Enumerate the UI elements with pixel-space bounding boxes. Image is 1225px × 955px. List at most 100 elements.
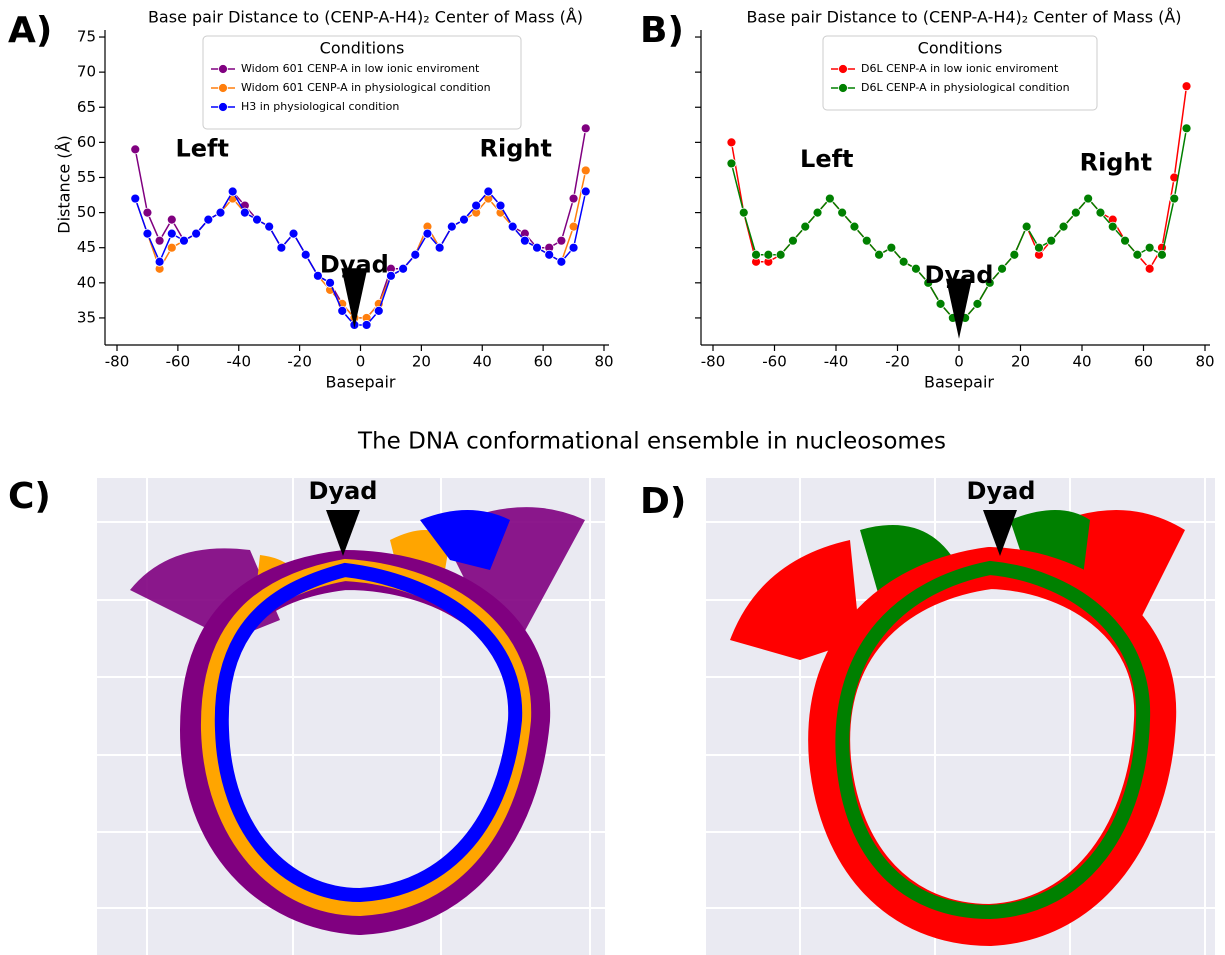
x-tick-label: 80 <box>594 353 613 371</box>
data-point <box>874 249 884 260</box>
data-point <box>886 242 897 253</box>
legend-title: Conditions <box>918 39 1003 58</box>
x-tick-label: 0 <box>954 353 964 371</box>
x-tick-label: 20 <box>1011 353 1030 371</box>
chart-title: Base pair Distance to (CENP-A-H4)₂ Cente… <box>148 8 583 27</box>
subtitle: The DNA conformational ensemble in nucle… <box>357 429 946 455</box>
data-point <box>1181 123 1192 134</box>
x-tick-label: 20 <box>412 353 431 371</box>
y-tick-label: 70 <box>77 63 96 81</box>
x-tick-label: -80 <box>701 353 726 371</box>
data-point <box>410 249 421 260</box>
data-point <box>154 235 165 246</box>
ensemble-image-d: Dyad <box>706 477 1215 955</box>
data-point <box>483 186 494 197</box>
data-point <box>191 228 202 239</box>
data-point <box>276 242 287 253</box>
data-point <box>1046 235 1057 246</box>
data-point <box>824 193 835 204</box>
data-point <box>495 200 506 211</box>
panel-label: C) <box>8 476 51 517</box>
data-point <box>568 193 579 204</box>
data-point <box>179 235 189 246</box>
legend-label: H3 in physiological condition <box>241 100 399 113</box>
data-point <box>300 249 311 260</box>
data-point <box>1021 221 1032 232</box>
y-tick-label: 40 <box>77 273 96 291</box>
x-tick-label: -60 <box>166 353 191 371</box>
x-tick-label: 60 <box>1134 353 1153 371</box>
x-tick-label: -20 <box>287 353 312 371</box>
data-point <box>997 263 1007 274</box>
y-tick-label: 35 <box>77 308 96 326</box>
annotation: Dyad <box>309 477 378 505</box>
data-point <box>751 249 761 260</box>
data-point <box>130 193 141 204</box>
panel-label: A) <box>8 10 52 51</box>
data-point <box>1144 242 1155 253</box>
data-point <box>812 207 823 218</box>
x-tick-label: -20 <box>885 353 910 371</box>
data-point <box>984 277 995 288</box>
data-point <box>556 235 567 246</box>
data-point <box>775 249 786 260</box>
legend-label: D6L CENP-A in physiological condition <box>861 81 1070 94</box>
data-point <box>325 277 335 288</box>
data-point <box>861 235 872 246</box>
data-point <box>923 277 934 288</box>
data-point <box>519 235 530 246</box>
legend-title: Conditions <box>320 39 405 58</box>
legend-marker <box>218 64 228 74</box>
data-point <box>580 186 591 197</box>
data-point <box>788 235 798 246</box>
legend-box <box>202 35 522 130</box>
data-point <box>1120 235 1130 246</box>
data-point <box>738 207 749 218</box>
data-point <box>373 306 384 316</box>
data-point <box>1009 249 1020 260</box>
data-point <box>1070 207 1081 218</box>
annotation: Right <box>480 134 552 162</box>
y-axis-label: Distance (Å) <box>55 135 74 233</box>
data-point <box>544 249 555 260</box>
data-point <box>726 137 737 148</box>
y-tick-label: 65 <box>77 98 96 116</box>
data-point <box>446 221 457 232</box>
data-point <box>568 242 579 253</box>
data-point <box>1095 207 1106 218</box>
x-axis-label: Basepair <box>326 373 396 392</box>
data-point <box>142 228 153 239</box>
data-point <box>398 263 409 274</box>
legend-marker <box>838 64 848 74</box>
data-point <box>227 186 238 197</box>
data-point <box>1034 242 1044 253</box>
x-axis-label: Basepair <box>924 373 994 392</box>
x-tick-label: -40 <box>824 353 849 371</box>
dyad-arrow <box>946 278 972 339</box>
annotation: Right <box>1080 148 1152 176</box>
x-tick-label: -80 <box>105 353 130 371</box>
data-point <box>580 165 591 176</box>
data-point <box>898 256 909 267</box>
data-point <box>166 242 177 253</box>
data-point <box>837 207 848 218</box>
y-tick-label: 55 <box>77 168 96 186</box>
data-point <box>763 249 774 260</box>
data-point <box>1157 249 1167 260</box>
data-point <box>130 144 141 155</box>
x-tick-label: 60 <box>534 353 553 371</box>
data-point <box>1169 193 1180 204</box>
y-tick-label: 50 <box>77 203 96 221</box>
ensemble-image-c: Dyad <box>97 477 605 955</box>
data-point <box>142 207 153 218</box>
data-point <box>471 200 482 211</box>
legend-marker <box>218 102 228 112</box>
data-point <box>507 221 518 232</box>
data-point <box>422 228 433 239</box>
data-point <box>215 207 226 218</box>
data-point <box>556 256 567 267</box>
data-point <box>166 228 177 239</box>
y-tick-label: 45 <box>77 238 96 256</box>
annotation: Left <box>800 145 853 173</box>
